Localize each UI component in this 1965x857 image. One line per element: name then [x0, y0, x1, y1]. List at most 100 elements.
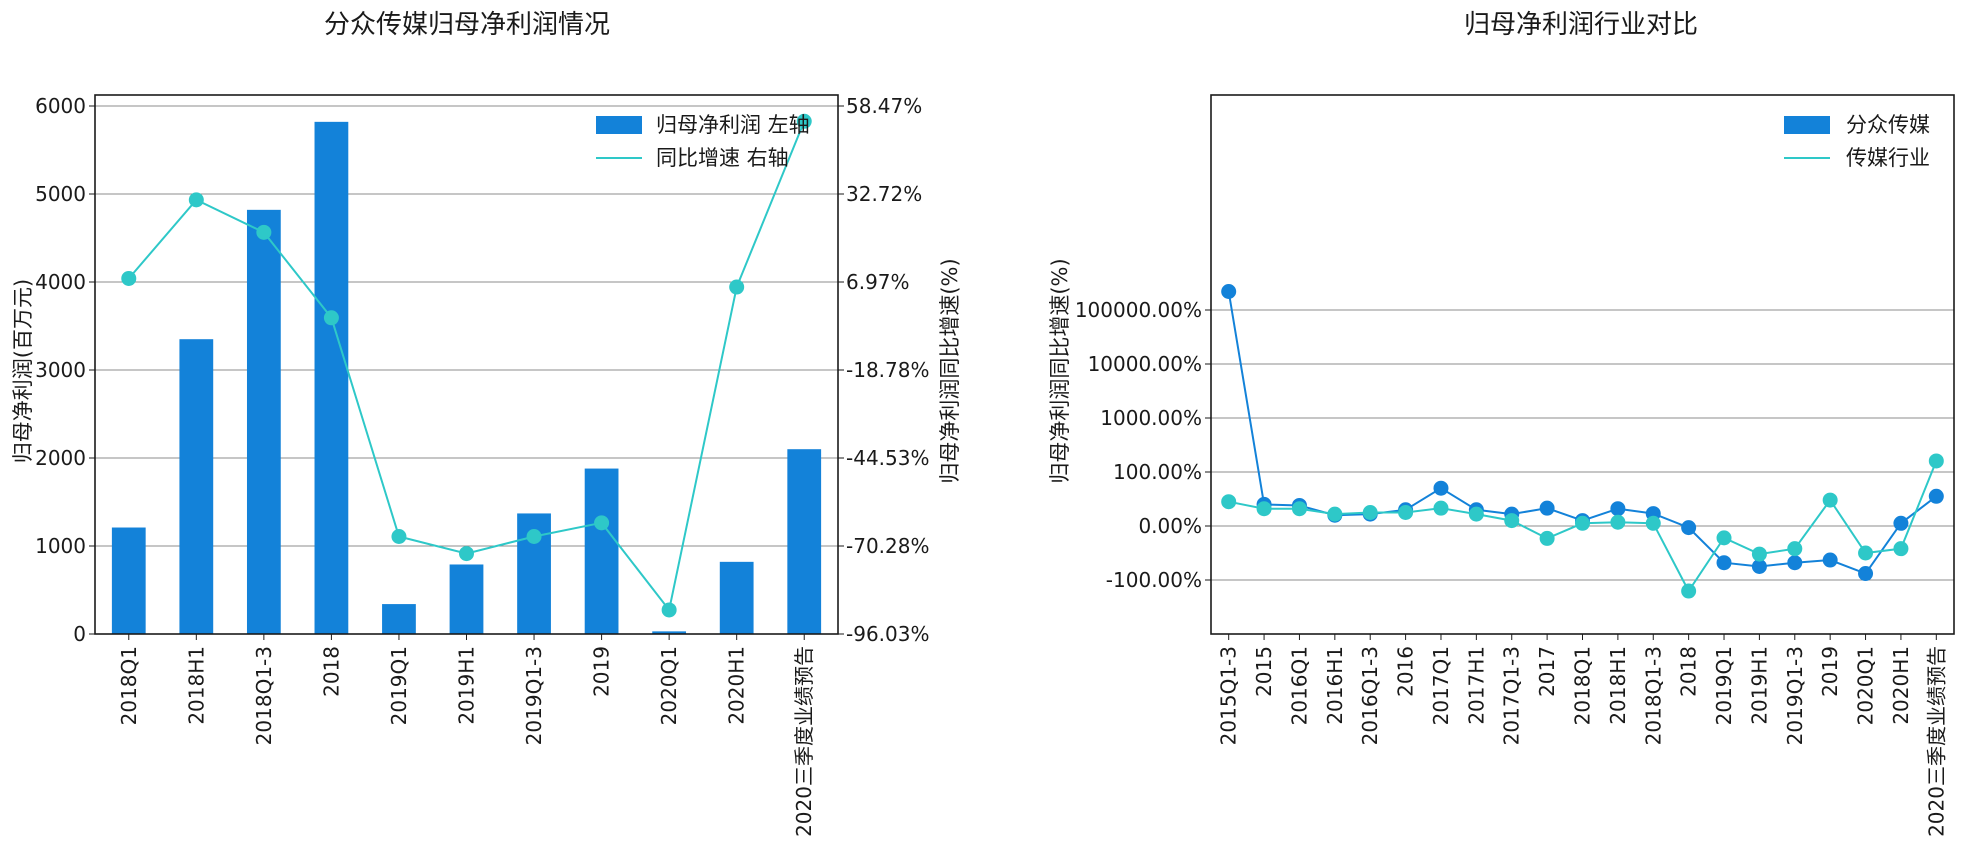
industry-chart-legend: 分众传媒 传媒行业	[1784, 113, 1930, 170]
x-tick-label: 2018Q1	[117, 646, 141, 725]
company-point	[1433, 480, 1449, 496]
x-tick-label: 2015Q1-3	[1217, 646, 1241, 745]
profit-chart-frame	[94, 94, 839, 635]
company-point	[1858, 566, 1874, 582]
y-tick-label: 4000	[35, 270, 86, 294]
y-tick-label: 2000	[35, 446, 86, 470]
growth-point	[256, 224, 272, 240]
company-point	[1539, 500, 1555, 516]
company-point	[1787, 555, 1803, 571]
x-tick-label: 2019Q1-3	[1783, 646, 1807, 745]
industry-point	[1610, 514, 1626, 530]
bar	[382, 604, 416, 634]
industry-point	[1433, 500, 1449, 516]
bar	[787, 449, 822, 634]
x-tick-label: 2017Q1	[1429, 646, 1453, 725]
bar	[314, 121, 349, 635]
growth-point	[459, 546, 474, 562]
x-tick-label: 2019	[590, 646, 614, 697]
legend-label-company: 分众传媒	[1846, 113, 1930, 137]
x-tick-label: 2018	[1677, 646, 1701, 697]
profit-chart-y2label: 归母净利润同比增速(%)	[938, 258, 962, 483]
legend-label-industry: 传媒行业	[1846, 146, 1930, 170]
bar	[652, 631, 687, 634]
x-tick-label: 2019Q1	[387, 646, 411, 725]
industry-point	[1716, 530, 1732, 546]
y2-tick-label: -70.28%	[846, 534, 929, 558]
x-tick-label: 2019Q1-3	[522, 646, 546, 745]
industry-point	[1291, 501, 1307, 517]
industry-point	[1327, 506, 1343, 522]
bar	[584, 468, 619, 634]
growth-point	[594, 515, 610, 531]
x-tick-label: 2019	[1818, 646, 1842, 697]
industry-point	[1539, 530, 1555, 546]
growth-point	[661, 602, 677, 618]
profit-chart-title: 分众传媒归母净利润情况	[324, 10, 610, 40]
industry-point	[1787, 541, 1803, 557]
y2-tick-label: -44.53%	[846, 446, 929, 470]
industry-point	[1681, 583, 1697, 599]
x-tick-label: 2016	[1394, 646, 1418, 697]
y-tick-label: 1000	[35, 534, 86, 558]
x-tick-label: 2017H1	[1464, 646, 1488, 725]
x-tick-label: 2018Q1-3	[252, 646, 276, 745]
profit-chart-ylabel: 归母净利润(百万元)	[11, 279, 35, 463]
company-point	[1822, 552, 1838, 568]
industry-chart-frame	[1210, 94, 1955, 635]
x-tick-label: 2020Q1	[1854, 646, 1878, 725]
y-tick-label: 1000.00%	[1100, 406, 1202, 430]
legend-swatch-bar	[596, 116, 642, 134]
y2-tick-label: -96.03%	[846, 622, 929, 646]
y-tick-label: 100000.00%	[1075, 298, 1202, 322]
x-tick-label: 2017Q1-3	[1500, 646, 1524, 745]
x-tick-label: 2019Q1	[1712, 646, 1736, 725]
company-point	[1716, 555, 1732, 571]
bar	[111, 527, 146, 634]
x-tick-label: 2016Q1-3	[1358, 646, 1382, 745]
growth-point	[796, 113, 812, 129]
growth-point	[729, 279, 745, 295]
x-tick-label: 2019H1	[455, 646, 479, 725]
industry-point	[1928, 453, 1944, 469]
legend-label-line: 同比增速 右轴	[656, 146, 789, 170]
x-tick-label: 2020Q1	[657, 646, 681, 725]
growth-point	[526, 528, 542, 544]
y-tick-label: 5000	[35, 182, 86, 206]
y-tick-label: 3000	[35, 358, 86, 382]
x-tick-label: 2016H1	[1323, 646, 1347, 725]
company-point	[1221, 284, 1237, 300]
legend-label-bar: 归母净利润 左轴	[656, 113, 810, 137]
y2-tick-label: -18.78%	[846, 358, 929, 382]
industry-chart-title: 归母净利润行业对比	[1464, 10, 1698, 40]
x-tick-label: 2017	[1535, 646, 1559, 697]
bar	[246, 209, 281, 634]
industry-point	[1362, 505, 1378, 520]
profit-chart: 分众传媒归母净利润情况 归母净利润(百万元) 归母净利润同比增速(%) 0 100…	[11, 10, 962, 837]
x-tick-label: 2018H1	[1606, 646, 1630, 725]
company-line	[1227, 291, 1937, 575]
y-tick-label: 0	[73, 622, 86, 646]
bar	[449, 564, 484, 634]
industry-chart-ylabel: 归母净利润同比增速(%)	[1048, 258, 1072, 483]
growth-line	[128, 120, 806, 613]
industry-chart: 归母净利润行业对比 归母净利润同比增速(%) -100.00% 0.00% 100.…	[1048, 10, 1955, 837]
y-tick-label: 10000.00%	[1088, 352, 1202, 376]
company-point	[1610, 501, 1626, 517]
x-tick-label: 2018H1	[184, 646, 208, 725]
industry-point	[1822, 492, 1838, 508]
growth-point	[188, 192, 204, 208]
profit-chart-legend: 归母净利润 左轴 同比增速 右轴	[596, 113, 810, 170]
bar	[179, 339, 214, 634]
industry-point	[1575, 515, 1590, 531]
industry-point	[1893, 541, 1909, 557]
x-tick-label: 2020三季度业绩预告	[792, 646, 816, 837]
y-tick-label: 100.00%	[1113, 460, 1202, 484]
x-tick-label: 2015	[1252, 646, 1276, 697]
company-point	[1681, 520, 1697, 536]
legend-swatch-company	[1784, 116, 1830, 134]
growth-point	[391, 528, 407, 544]
x-tick-label: 2020H1	[1889, 646, 1913, 725]
x-tick-label: 2016Q1	[1287, 646, 1311, 725]
